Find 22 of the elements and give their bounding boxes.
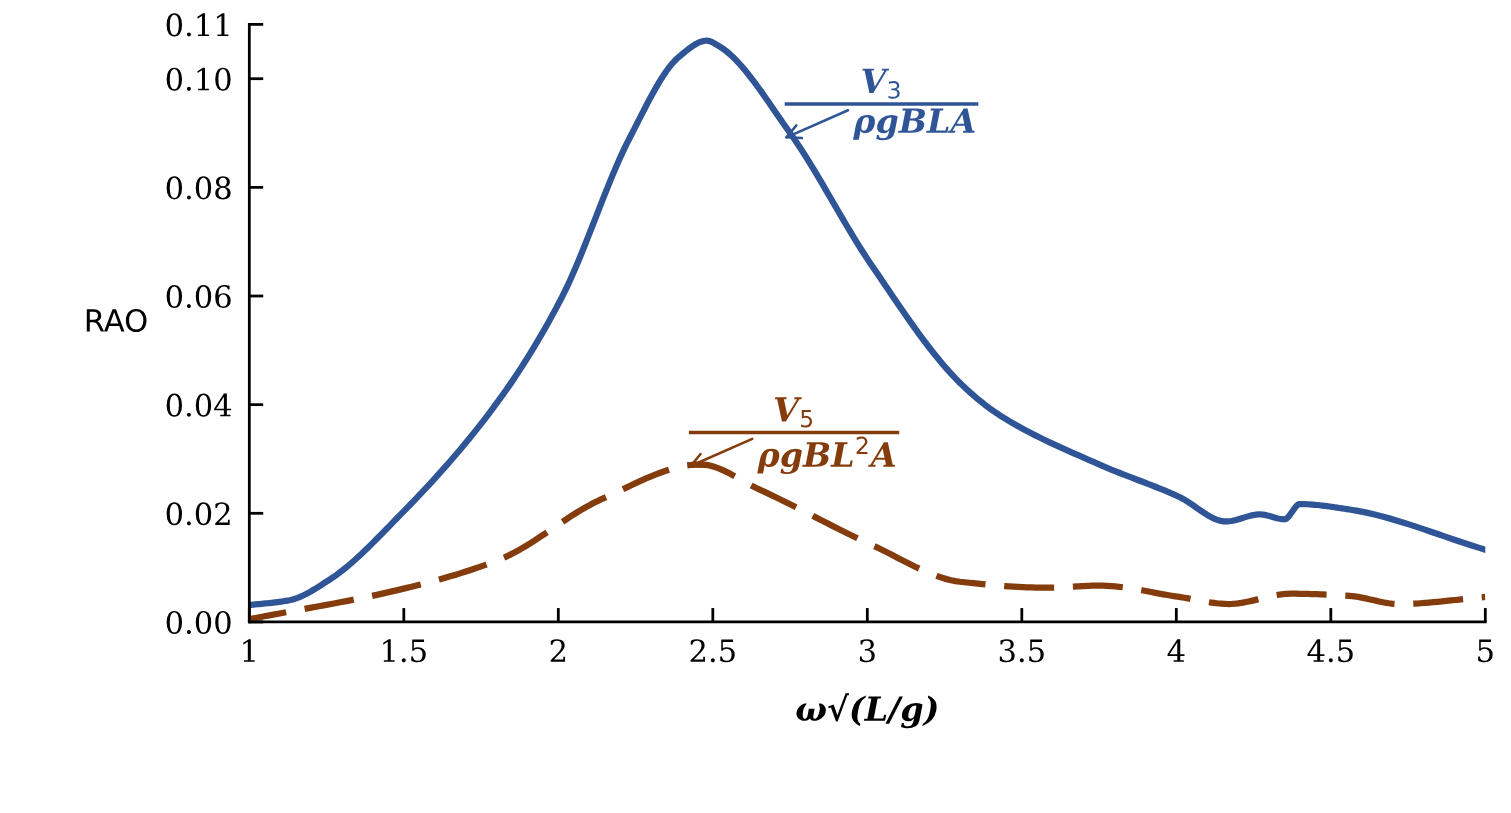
y-tick-label: 0.02 [166,502,230,526]
x-tick-label: 5 [1478,639,1493,663]
x-tick-label: 2 [550,639,566,662]
x-axis-title: ω√(L/g) [796,693,937,729]
y-axis-title: RAO [86,308,147,333]
x-tick-label: 1.5 [383,639,426,663]
annotation: V$_{5}$ [774,397,813,428]
annotation: ρgBL$^{2}$A [757,436,895,475]
x-tick-label: 4.5 [1307,639,1353,663]
x-tick-label: 1 [243,639,255,662]
x-tick-label: 4 [1167,639,1185,662]
y-tick-label: 0.11 [166,13,229,37]
x-tick-label: 3 [859,639,875,663]
x-tick-label: 3.5 [999,639,1044,663]
y-tick-label: 0.08 [166,176,231,200]
y-tick-label: 0.00 [166,610,231,634]
y-tick-label: 0.06 [166,284,231,309]
annotation: ρgBLA [853,108,975,141]
y-tick-label: 0.10 [166,67,231,91]
x-tick-label: 2.5 [690,639,735,663]
y-tick-label: 0.04 [166,393,232,417]
annotation: V$_{3}$ [862,68,900,99]
